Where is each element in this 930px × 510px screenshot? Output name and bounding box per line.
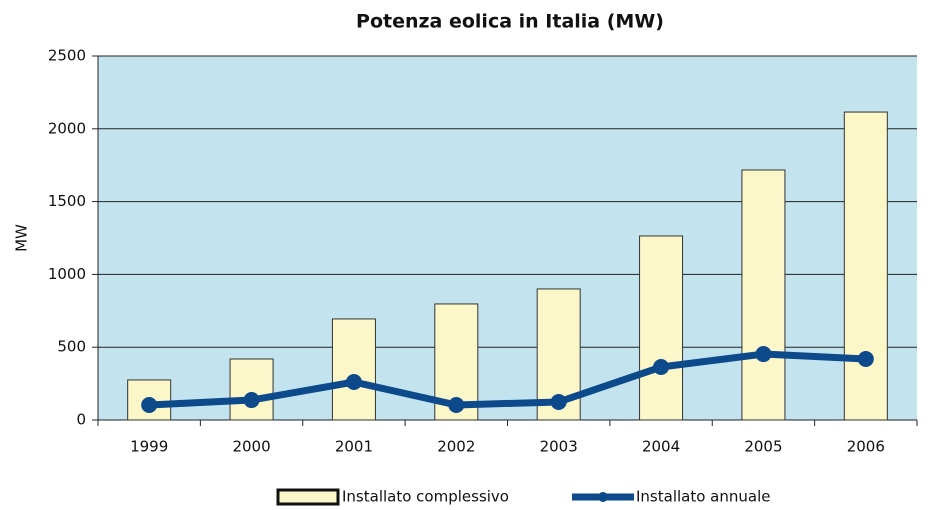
x-tick-label: 2003 [540, 438, 578, 456]
x-tick-label: 2005 [744, 438, 782, 456]
legend-label: Installato complessivo [342, 488, 509, 506]
bar [331, 318, 376, 421]
plot-area [98, 56, 917, 420]
bar [639, 235, 684, 421]
y-tick-label: 0 [76, 411, 86, 429]
marker [653, 359, 670, 376]
marker [550, 393, 567, 410]
chart-title: Potenza eolica in Italia (MW) [356, 11, 664, 33]
marker [141, 397, 158, 414]
legend-swatch [276, 488, 340, 506]
x-tick-label: 2006 [847, 438, 885, 456]
y-tick-label: 500 [57, 338, 86, 356]
y-tick-label: 2000 [48, 119, 86, 137]
y-axis-label: MW [13, 224, 31, 252]
y-tick-label: 1000 [48, 265, 86, 283]
x-tick-label: 1999 [130, 438, 168, 456]
line [149, 350, 866, 409]
y-tick-label: 2500 [48, 47, 86, 65]
x-tick-label: 2002 [437, 438, 475, 456]
marker [755, 346, 772, 363]
bar [843, 111, 888, 421]
marker [857, 350, 874, 367]
legend-marker [598, 492, 608, 502]
x-tick-label: 2000 [232, 438, 270, 456]
x-tick-label: 2004 [642, 438, 680, 456]
marker [243, 392, 260, 409]
marker [345, 373, 362, 390]
marker [448, 397, 465, 414]
legend-label: Installato annuale [636, 488, 770, 506]
bar [229, 358, 274, 421]
y-tick-label: 1500 [48, 192, 86, 210]
bar [741, 169, 786, 421]
x-tick-label: 2001 [335, 438, 373, 456]
